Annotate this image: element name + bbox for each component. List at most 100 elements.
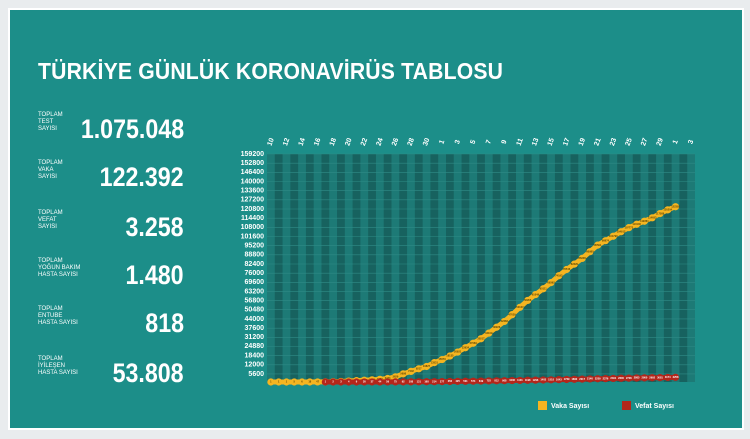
data-point bbox=[469, 339, 477, 347]
column-stripe bbox=[453, 154, 462, 382]
y-tick-label: 88800 bbox=[245, 252, 265, 259]
data-label: 23934 bbox=[462, 345, 470, 349]
data-point bbox=[290, 378, 298, 386]
data-label: 1 bbox=[278, 380, 280, 384]
column-stripe bbox=[298, 154, 306, 382]
data-label: 5 bbox=[294, 380, 296, 384]
legend-swatch bbox=[622, 401, 631, 410]
data-label: 168 bbox=[424, 379, 429, 383]
data-point bbox=[609, 232, 617, 240]
y-tick-label: 69600 bbox=[245, 279, 265, 286]
data-point bbox=[438, 378, 446, 386]
data-label: 78546 bbox=[563, 267, 571, 271]
data-point bbox=[508, 311, 516, 319]
column-stripe bbox=[375, 154, 384, 382]
data-point bbox=[485, 329, 493, 337]
data-label: 86306 bbox=[579, 256, 587, 260]
stat-label: TOPLAM VEFAT SAYISI bbox=[38, 210, 63, 231]
data-point bbox=[500, 317, 508, 326]
x-tick-label: 9 bbox=[501, 139, 509, 145]
x-tick-label: 19 bbox=[578, 137, 587, 147]
data-label: 2491 bbox=[610, 376, 616, 380]
data-point bbox=[586, 248, 594, 256]
y-tick-label: 37600 bbox=[245, 325, 265, 332]
column-stripe bbox=[438, 154, 446, 382]
data-point bbox=[368, 378, 376, 386]
stat-label-line: TOPLAM bbox=[38, 306, 63, 312]
data-point bbox=[376, 378, 384, 386]
x-tick-label: 10 bbox=[267, 137, 276, 147]
data-label: 5698 bbox=[400, 372, 406, 376]
data-label: 649 bbox=[479, 379, 484, 383]
data-label: 725 bbox=[487, 379, 492, 383]
stat-value: 1.075.048 bbox=[80, 114, 184, 144]
data-label: 75 bbox=[394, 380, 397, 384]
data-point bbox=[329, 378, 337, 386]
x-tick-label: 3 bbox=[687, 139, 695, 145]
stat-label-line: TOPLAM bbox=[38, 210, 63, 216]
data-label: 1 bbox=[270, 380, 272, 384]
data-label: 44 bbox=[378, 380, 381, 384]
data-label: 47 bbox=[316, 380, 319, 384]
data-point bbox=[601, 374, 610, 383]
data-point bbox=[547, 279, 555, 287]
data-point bbox=[391, 373, 399, 381]
y-tick-label: 56800 bbox=[245, 297, 265, 304]
data-point bbox=[547, 376, 555, 384]
column-stripe bbox=[531, 154, 540, 382]
column-stripe bbox=[578, 154, 587, 382]
data-point bbox=[298, 378, 306, 386]
data-label: 2 bbox=[332, 380, 334, 384]
y-tick-label: 44000 bbox=[245, 316, 265, 323]
data-point bbox=[640, 217, 649, 225]
data-point bbox=[500, 377, 508, 385]
data-label: 92 bbox=[402, 380, 405, 384]
stat-label-line: SAYISI bbox=[38, 126, 57, 132]
x-tick-label: 12 bbox=[282, 137, 291, 147]
stat-label: TOPLAM YOĞUN BAKIM HASTA SAYISI bbox=[38, 258, 80, 279]
data-label: 1006 bbox=[509, 378, 515, 382]
data-point bbox=[438, 355, 446, 364]
data-point bbox=[415, 378, 423, 386]
column-stripe bbox=[391, 154, 400, 382]
stat-label-line: SAYISI bbox=[38, 224, 57, 230]
data-label: 112261 bbox=[640, 219, 649, 223]
data-label: 120204 bbox=[663, 208, 672, 212]
data-point bbox=[384, 378, 392, 386]
data-label: 214 bbox=[432, 379, 437, 383]
data-label: 7402 bbox=[408, 369, 414, 373]
y-tick-label: 5600 bbox=[248, 371, 264, 378]
data-point bbox=[430, 378, 438, 386]
column-stripe bbox=[671, 154, 680, 382]
panel: TÜRKİYE GÜNLÜK KORONAVİRÜS TABLOSU TOPLA… bbox=[8, 8, 744, 430]
y-tick-label: 140000 bbox=[241, 178, 264, 185]
x-tick-label: 1 bbox=[672, 139, 680, 145]
data-label: 2992 bbox=[649, 375, 655, 379]
stat-label-line: HASTA SAYISI bbox=[38, 370, 78, 376]
data-point bbox=[570, 375, 578, 383]
title: TÜRKİYE GÜNLÜK KORONAVİRÜS TABLOSU bbox=[38, 58, 504, 84]
x-tick-label: 14 bbox=[298, 137, 307, 147]
y-tick-label: 101600 bbox=[241, 233, 264, 240]
legend-label: Vefat Sayısı bbox=[635, 403, 674, 410]
x-tick-label: 3 bbox=[454, 139, 462, 145]
data-label: 2706 bbox=[626, 376, 632, 380]
column-stripe bbox=[516, 154, 524, 382]
data-label: 47029 bbox=[509, 312, 517, 316]
data-label: 13531 bbox=[431, 360, 439, 364]
data-point bbox=[454, 377, 462, 385]
data-label: 1518 bbox=[548, 378, 554, 382]
data-point bbox=[524, 296, 532, 305]
data-point bbox=[531, 290, 540, 299]
data-label: 30217 bbox=[477, 336, 485, 340]
data-label: 1 bbox=[325, 380, 327, 384]
data-label: 18135 bbox=[446, 354, 454, 358]
data-label: 108 bbox=[409, 380, 414, 384]
x-tick-label: 21 bbox=[593, 137, 602, 147]
data-point bbox=[625, 224, 633, 232]
data-point bbox=[539, 376, 547, 384]
stat-value: 122.392 bbox=[100, 162, 184, 192]
y-tick-label: 152800 bbox=[241, 160, 264, 167]
data-point bbox=[446, 352, 454, 360]
y-tick-label: 31200 bbox=[245, 334, 265, 341]
